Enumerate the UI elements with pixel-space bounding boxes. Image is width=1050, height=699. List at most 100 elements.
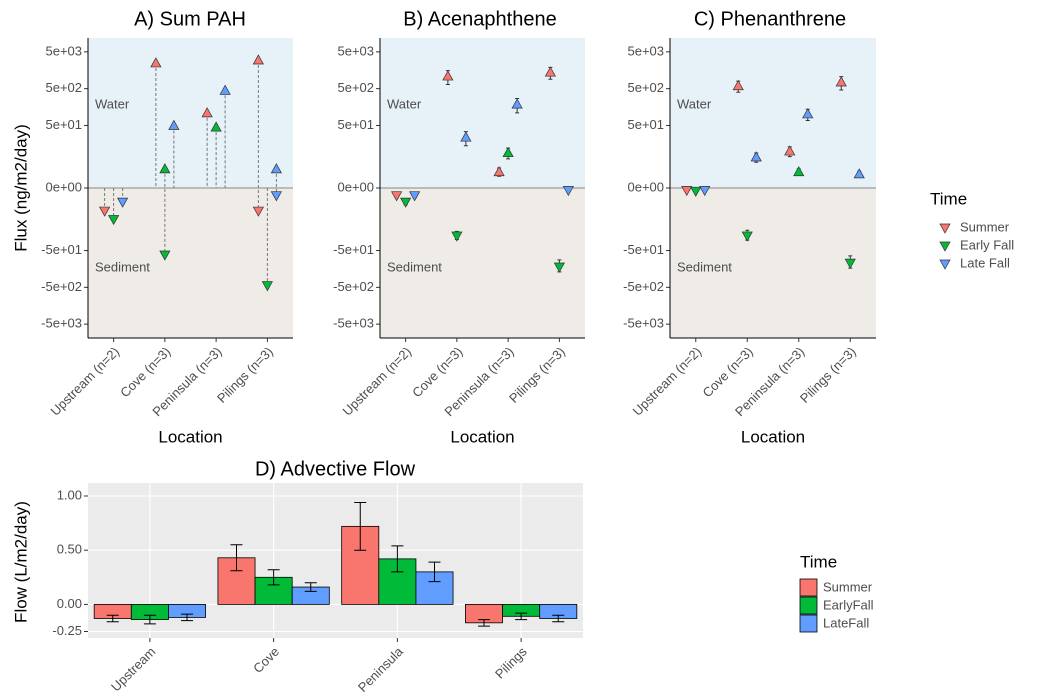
legend-swatch: [799, 596, 818, 615]
point: [219, 84, 231, 95]
y-tick-label: 5e+03: [337, 43, 374, 58]
point: [750, 151, 762, 162]
error-bar: [552, 614, 565, 623]
water-region: [670, 38, 876, 188]
legend-label: Late Fall: [960, 255, 1010, 270]
y-tick-label: -5e+03: [333, 316, 374, 331]
chart-title: A) Sum PAH: [134, 8, 246, 30]
annotation: Water: [95, 96, 130, 111]
y-tick-label: 5e+03: [627, 43, 664, 58]
sediment-region: [670, 188, 876, 338]
point: [835, 76, 847, 87]
legend-key: [939, 241, 951, 252]
error-bar: [428, 561, 441, 583]
y-tick-label: 0.50: [57, 542, 82, 557]
point: [168, 119, 180, 130]
legend-key: [939, 259, 951, 270]
point: [159, 250, 171, 261]
error-bar: [304, 582, 317, 592]
point: [699, 186, 711, 197]
point: [270, 191, 282, 202]
legend-label: Summer: [960, 219, 1010, 234]
y-tick-label: 5e+03: [45, 43, 82, 58]
point: [681, 186, 693, 197]
legend-key: [939, 223, 951, 234]
x-tick-label: Peninsula: [355, 643, 407, 695]
point: [853, 168, 865, 179]
y-tick-label: 0e+00: [337, 179, 374, 194]
legend-label: Summer: [823, 579, 873, 594]
x-axis-title: Location: [158, 427, 222, 446]
error-bar: [106, 614, 119, 623]
x-tick-label: Cove: [250, 644, 282, 676]
point: [442, 70, 454, 81]
point: [502, 146, 514, 158]
sediment-region: [380, 188, 585, 338]
point: [844, 258, 856, 269]
point: [802, 108, 814, 119]
y-tick-label: 5e+01: [45, 117, 82, 132]
annotation: Sediment: [95, 259, 150, 274]
y-tick-label: -5e+01: [41, 242, 82, 257]
point: [460, 131, 472, 142]
error-bar: [515, 612, 528, 621]
legend-swatch: [799, 614, 818, 633]
y-tick-label: 5e+02: [627, 80, 664, 95]
point: [741, 231, 753, 242]
legend-label: LateFall: [823, 615, 869, 630]
point: [99, 206, 111, 217]
chart-title: B) Acenaphthene: [403, 8, 556, 30]
legend-title: Time: [930, 189, 967, 208]
point: [252, 206, 264, 217]
annotation: Water: [387, 96, 422, 111]
point: [159, 163, 171, 174]
x-tick-label: Pilings: [492, 644, 530, 682]
chart-title: C) Phenanthrene: [694, 8, 846, 30]
y-tick-label: -0.25: [52, 623, 82, 638]
point: [391, 191, 403, 202]
legend-label: Early Fall: [960, 237, 1014, 252]
water-region: [88, 38, 293, 188]
point: [210, 121, 222, 132]
y-tick-label: -5e+02: [623, 279, 664, 294]
point: [150, 57, 162, 68]
point: [511, 98, 523, 109]
point: [261, 281, 273, 292]
legend-swatch: [799, 578, 818, 597]
point: [201, 107, 213, 118]
y-tick-label: 5e+02: [337, 80, 374, 95]
error-bar: [181, 613, 193, 622]
y-tick-label: -5e+02: [41, 279, 82, 294]
y-tick-label: 1.00: [57, 487, 82, 502]
point: [553, 262, 565, 273]
x-tick-label: Upstream (n=2): [339, 344, 414, 419]
x-axis-title: Location: [741, 427, 805, 446]
error-bar: [391, 545, 404, 573]
point: [690, 186, 702, 197]
point: [784, 145, 796, 156]
point: [451, 231, 463, 242]
legend-label: EarlyFall: [823, 597, 874, 612]
y-tick-label: -5e+02: [333, 279, 374, 294]
y-tick-label: 0e+00: [627, 179, 664, 194]
x-tick-label: Upstream (n=2): [630, 344, 705, 419]
error-bar: [143, 614, 156, 625]
y-tick-label: 5e+01: [337, 117, 374, 132]
y-axis-title: Flow (L/m2/day): [11, 501, 30, 623]
point: [270, 163, 282, 174]
point: [493, 166, 505, 177]
point: [108, 215, 120, 226]
point: [117, 197, 129, 208]
legend-title: Time: [800, 552, 837, 571]
error-bar: [354, 502, 367, 551]
y-tick-label: 5e+02: [45, 80, 82, 95]
x-tick-label: Upstream: [108, 644, 158, 694]
y-tick-label: 0e+00: [45, 179, 82, 194]
x-tick-label: Upstream (n=2): [47, 344, 122, 419]
annotation: Water: [677, 96, 712, 111]
point: [400, 197, 412, 208]
x-tick-label: Pilings (n=3): [797, 344, 859, 406]
point: [544, 66, 556, 77]
y-tick-label: -5e+03: [623, 316, 664, 331]
point: [252, 54, 264, 65]
